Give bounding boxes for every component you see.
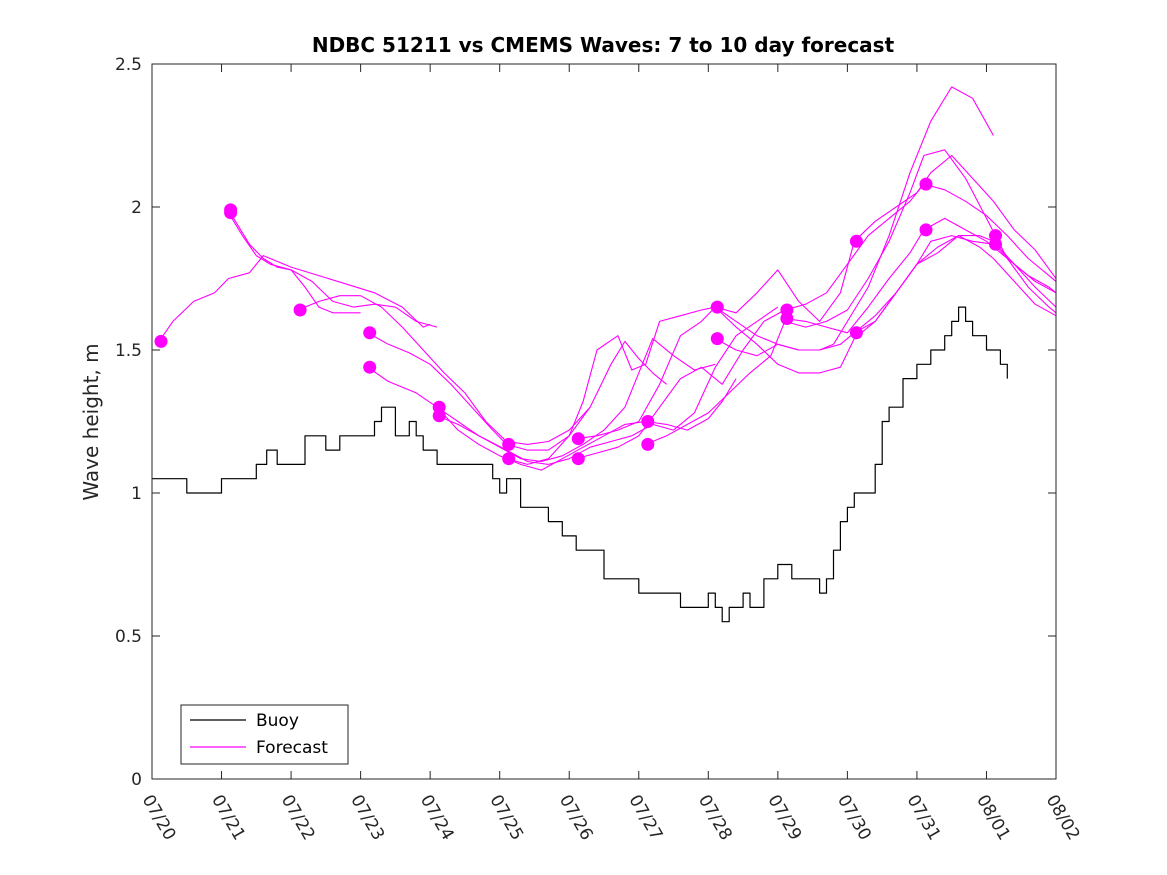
forecast-start-marker-9 [502,452,516,466]
forecast-series-line-2 [228,212,438,328]
forecast-start-marker-3 [293,303,307,317]
forecast-series-line-3 [228,209,361,314]
forecast-start-marker-2 [224,203,238,217]
legend: Buoy Forecast [180,704,349,765]
y-axis-label: Wave height, m [79,343,103,500]
forecast-start-marker-21 [919,223,933,237]
forecast-start-marker-5 [363,360,377,374]
forecast-start-marker-23 [989,237,1002,251]
forecast-start-marker-19 [849,326,863,340]
forecast-start-marker-13 [641,437,655,451]
y-tick-label: 0 [131,770,142,790]
buoy-series-line [152,306,1008,623]
forecast-series-line-9 [506,86,994,465]
forecast-start-marker-7 [432,409,446,423]
legend-box [180,704,349,765]
axes-box [151,63,1057,780]
forecast-start-marker-17 [780,312,794,325]
plot-area [152,86,1056,623]
legend-label: Forecast [256,738,328,758]
forecast-start-marker-8 [502,437,516,451]
y-tick-label: 0.5 [115,627,142,647]
forecast-start-marker-20 [919,177,933,191]
chart-title: NDBC 51211 vs CMEMS Waves: 7 to 10 day f… [312,33,895,57]
y-tick-label: 1 [131,484,142,504]
legend-label: Buoy [256,711,299,731]
forecast-start-marker-10 [571,432,585,446]
forecast-series-line-16 [853,235,1056,334]
forecast-series-line-4 [297,295,591,445]
series-group [152,86,1056,623]
forecast-start-marker-11 [571,452,585,466]
forecast-series-line-5 [367,332,667,451]
y-tick-label: 2 [131,198,142,218]
forecast-start-marker-4 [363,326,377,340]
y-tick-label: 1.5 [115,341,142,361]
forecast-start-marker-15 [710,332,724,346]
forecast-start-marker-14 [710,300,724,314]
forecast-series-line-10 [576,154,1056,440]
forecast-start-marker-18 [849,234,863,248]
forecast-series-line-1 [158,255,431,342]
y-tick-label: 2.5 [115,55,142,75]
forecast-series-line-11 [576,183,1056,460]
forecast-series-line-8 [436,306,779,465]
forecast-start-marker-0 [154,334,168,348]
forecast-start-marker-12 [641,415,655,428]
